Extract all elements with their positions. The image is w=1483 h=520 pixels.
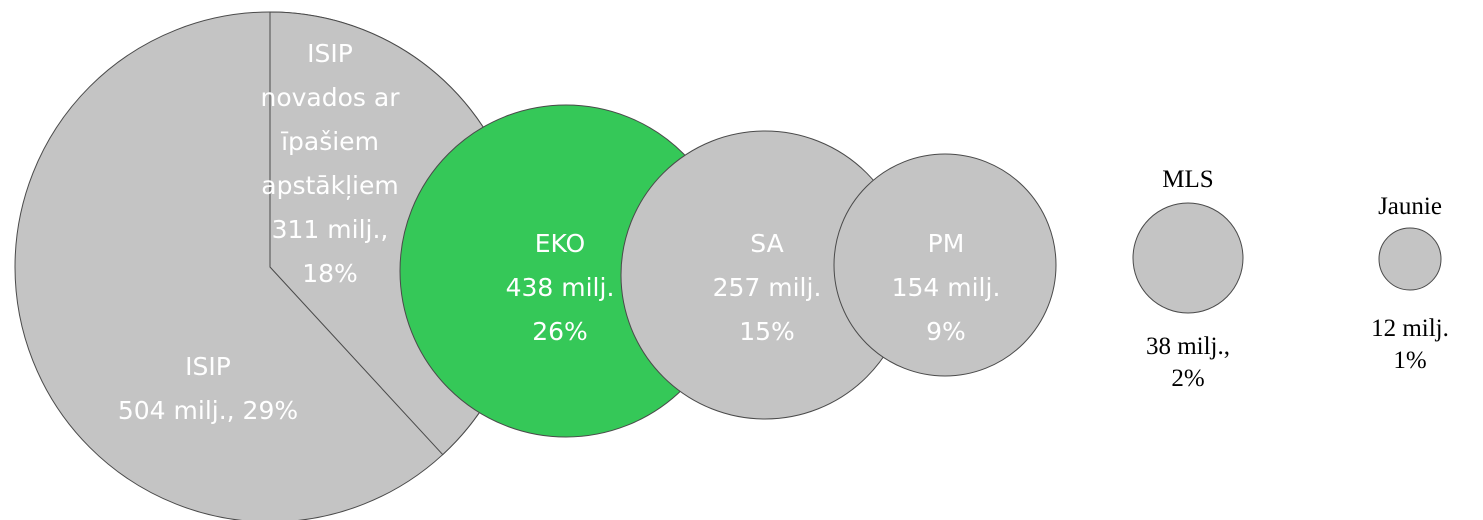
sa-label-line: SA xyxy=(750,229,783,258)
pm-label-line: PM xyxy=(928,229,965,258)
mls-value-line: 38 milj., xyxy=(1146,333,1230,360)
jaunie-value-line: 1% xyxy=(1393,347,1426,374)
isip-main-label-line: ISIP xyxy=(185,352,231,381)
sa-label-line: 15% xyxy=(739,317,795,346)
isip-special-label-line: īpašiem xyxy=(280,127,379,156)
isip-special-label-line: ISIP xyxy=(307,39,353,68)
isip-special-label-line: 18% xyxy=(302,259,358,288)
pm-bubble xyxy=(833,153,1057,377)
mls-value-line: 2% xyxy=(1171,365,1204,392)
eko-label-line: EKO xyxy=(535,229,586,258)
mls-bubble xyxy=(1132,202,1244,314)
isip-special-label-line: novados ar xyxy=(261,83,401,112)
pm-label-line: 154 milj. xyxy=(892,273,1001,302)
jaunie-bubble xyxy=(1378,227,1442,291)
jaunie-value-line: 12 milj. xyxy=(1371,315,1449,342)
isip-main-label-line: 504 milj., 29% xyxy=(118,396,298,425)
jaunie-name: Jaunie xyxy=(1378,193,1442,220)
eko-label-line: 438 milj. xyxy=(506,273,615,302)
sa-label-line: 257 milj. xyxy=(713,273,822,302)
eko-label-line: 26% xyxy=(532,317,588,346)
isip-special-label-line: apstākļiem xyxy=(261,171,398,200)
mls-name: MLS xyxy=(1162,166,1213,193)
isip-special-label-line: 311 milj., xyxy=(272,215,389,244)
pm-label-line: 9% xyxy=(926,317,966,346)
